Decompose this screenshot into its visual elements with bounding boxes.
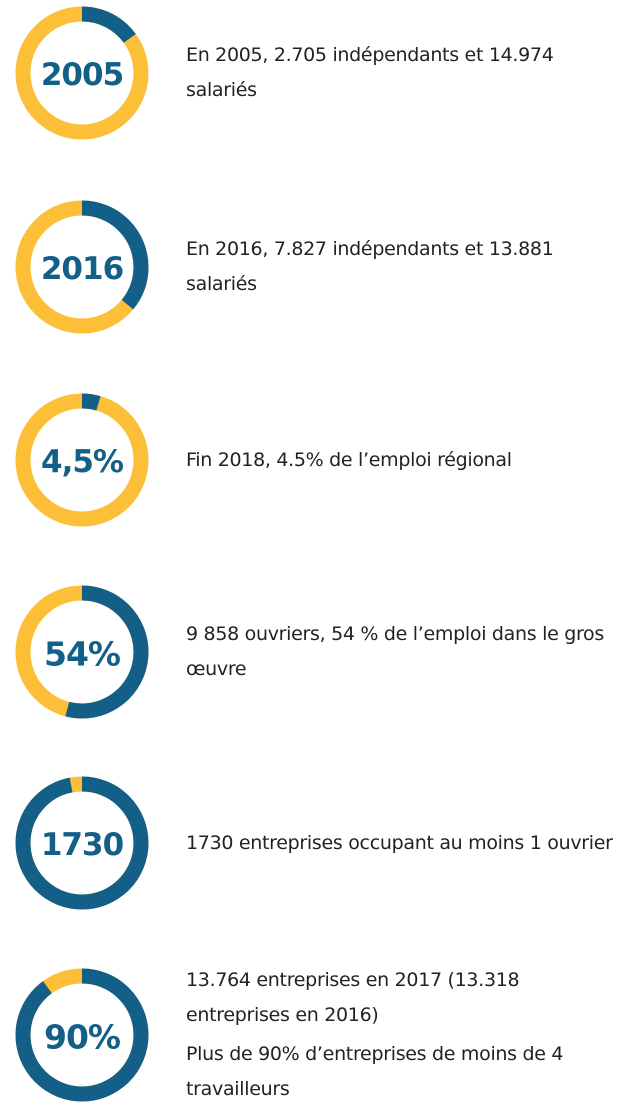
item: 4,5% Fin 2018, 4.5% de l’emploi régional: [0, 390, 626, 530]
description: Fin 2018, 4.5% de l’emploi régional: [186, 390, 618, 530]
paragraph: Plus de 90% d’entreprises de moins de 4 …: [186, 1043, 564, 1100]
item: 54% 9 858 ouvriers, 54 % de l’emploi dans…: [0, 582, 626, 722]
donut-share: [15, 6, 149, 140]
donut-label: 90%: [44, 1018, 121, 1057]
item: 1730 1730 entreprises occupant au moins 1…: [0, 773, 626, 913]
paragraph: En 2005, 2.705 indépendants et 14.974 sa…: [186, 44, 554, 101]
item: 90% 13.764 entreprises en 2017 (13.318 en…: [0, 965, 626, 1105]
paragraph: 1730 entreprises occupant au moins 1 ouv…: [186, 831, 613, 854]
donut-label: 54%: [44, 635, 121, 674]
donut-label: 2016: [41, 251, 123, 287]
donut-share: [15, 585, 149, 719]
paragraph: En 2016, 7.827 indépendants et 13.881 sa…: [186, 238, 554, 295]
donut-share: [15, 393, 149, 527]
description: En 2016, 7.827 indépendants et 13.881 sa…: [186, 197, 618, 337]
description: 13.764 entreprises en 2017 (13.318 entre…: [186, 965, 618, 1105]
donut: 54%: [15, 585, 149, 719]
donut: 2005: [15, 6, 149, 140]
donut-share: [15, 968, 149, 1102]
donut-share: [15, 776, 149, 910]
donut: 2016: [15, 200, 149, 334]
donut: 90%: [15, 968, 149, 1102]
description: 9 858 ouvriers, 54 % de l’emploi dans le…: [186, 582, 618, 722]
donut-label: 1730: [41, 827, 124, 863]
donut: 1730: [15, 776, 149, 910]
donut: 4,5%: [15, 393, 149, 527]
paragraph: Fin 2018, 4.5% de l’emploi régional: [186, 448, 512, 471]
paragraph: 9 858 ouvriers, 54 % de l’emploi dans le…: [186, 623, 604, 680]
paragraph: 13.764 entreprises en 2017 (13.318 entre…: [186, 969, 520, 1026]
donut-share: [15, 200, 149, 334]
item: 2005 En 2005, 2.705 indépendants et 14.97…: [0, 3, 626, 143]
donut-label: 4,5%: [41, 444, 124, 480]
item: 2016 En 2016, 7.827 indépendants et 13.88…: [0, 197, 626, 337]
description: 1730 entreprises occupant au moins 1 ouv…: [186, 773, 618, 913]
description: En 2005, 2.705 indépendants et 14.974 sa…: [186, 3, 618, 143]
donut-label: 2005: [41, 57, 123, 93]
